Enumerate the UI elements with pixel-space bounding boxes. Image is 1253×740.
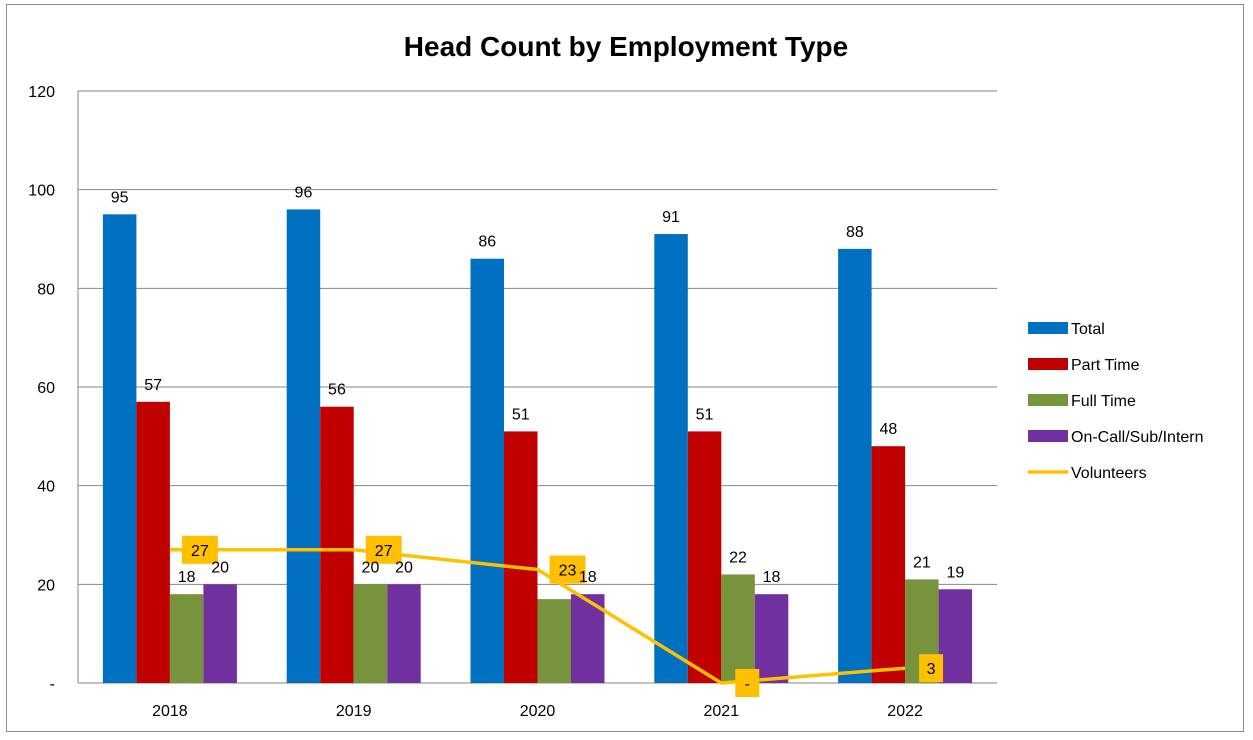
bar-full-time bbox=[169, 594, 204, 683]
bar-total bbox=[838, 248, 872, 683]
volunteers-data-label: 3 bbox=[927, 661, 936, 678]
bar-data-label: 51 bbox=[512, 406, 530, 423]
legend: Total Part Time Full Time On-Call/Sub/Inter… bbox=[1028, 321, 1204, 482]
x-tick-label: 2020 bbox=[520, 703, 556, 720]
legend-label: Total bbox=[1071, 321, 1105, 338]
bar-data-label: 18 bbox=[763, 569, 781, 586]
volunteers-label-box bbox=[919, 654, 944, 683]
bar-data-label: 20 bbox=[362, 559, 380, 576]
bar-data-label: 22 bbox=[729, 549, 747, 566]
data-labels: 95 96 86 91 88 57 56 51 51 48 18 20 22 21 20 20 18 18 19 bbox=[111, 184, 965, 586]
legend-swatch bbox=[1028, 358, 1068, 370]
bar-data-label: 88 bbox=[846, 224, 864, 241]
legend-label: Full Time bbox=[1071, 393, 1136, 410]
bar-total bbox=[470, 258, 504, 683]
bar-data-label: 96 bbox=[295, 184, 313, 201]
volunteers-line: 27 27 23 - 3 bbox=[169, 535, 944, 697]
bar-data-label: 56 bbox=[328, 382, 346, 399]
bar-data-label: 20 bbox=[211, 559, 229, 576]
bar-data-label: 18 bbox=[178, 569, 196, 586]
x-tick-label: 2021 bbox=[704, 703, 740, 720]
bar-data-label: 21 bbox=[913, 554, 931, 571]
bar-part-time bbox=[687, 431, 722, 683]
y-tick-label: 80 bbox=[37, 281, 55, 298]
y-axis-ticks: - 20 40 60 80 100 120 bbox=[28, 84, 55, 693]
bar-part-time bbox=[504, 431, 538, 683]
volunteers-data-label: - bbox=[745, 676, 750, 693]
bar-data-label: 18 bbox=[579, 569, 597, 586]
volunteers-label-box bbox=[735, 669, 760, 697]
bar-full-time bbox=[537, 599, 571, 683]
y-tick-label: 20 bbox=[37, 577, 55, 594]
volunteers-data-label: 23 bbox=[559, 563, 577, 580]
bar-total bbox=[286, 209, 321, 683]
bar-data-label: 86 bbox=[478, 234, 496, 251]
y-tick-label: 40 bbox=[37, 479, 55, 496]
bar-data-label: 19 bbox=[946, 564, 964, 581]
bar-on-call-sub-intern bbox=[203, 584, 237, 683]
legend-swatch bbox=[1028, 394, 1068, 406]
legend-label: Volunteers bbox=[1071, 465, 1147, 482]
bar-data-label: 48 bbox=[879, 421, 897, 438]
bar-part-time bbox=[871, 446, 906, 683]
bar-total bbox=[654, 234, 688, 684]
bar-total bbox=[102, 214, 137, 684]
x-tick-label: 2022 bbox=[887, 703, 923, 720]
bar-part-time bbox=[320, 406, 354, 683]
legend-label: On-Call/Sub/Intern bbox=[1071, 429, 1204, 446]
bar-full-time bbox=[721, 574, 755, 683]
bar-full-time bbox=[353, 584, 388, 683]
bar-data-label: 51 bbox=[696, 406, 714, 423]
chart-title: Head Count by Employment Type bbox=[404, 31, 848, 62]
y-tick-label: 100 bbox=[28, 183, 55, 200]
bar-data-label: 20 bbox=[395, 559, 413, 576]
bar-data-label: 91 bbox=[662, 209, 680, 226]
bar-on-call-sub-intern bbox=[938, 589, 973, 683]
legend-swatch bbox=[1028, 322, 1068, 334]
legend-swatch bbox=[1028, 430, 1068, 442]
x-tick-label: 2018 bbox=[152, 703, 188, 720]
bars bbox=[102, 209, 973, 684]
x-axis-ticks: 2018 2019 2020 2021 2022 bbox=[152, 703, 923, 720]
volunteers-label-box bbox=[365, 535, 402, 564]
y-tick-label: - bbox=[50, 676, 55, 693]
bar-data-label: 95 bbox=[111, 189, 129, 206]
bar-on-call-sub-intern bbox=[387, 584, 421, 683]
y-tick-label: 60 bbox=[37, 380, 55, 397]
volunteers-label-box bbox=[181, 535, 218, 564]
volunteers-data-label: 27 bbox=[375, 543, 393, 560]
legend-label: Part Time bbox=[1071, 357, 1140, 374]
bar-data-label: 57 bbox=[144, 377, 162, 394]
volunteers-line-path bbox=[169, 548, 906, 685]
volunteers-label-box bbox=[549, 555, 586, 584]
bar-part-time bbox=[136, 401, 170, 683]
bar-on-call-sub-intern bbox=[754, 594, 789, 683]
y-tick-label: 120 bbox=[28, 84, 55, 101]
x-tick-label: 2019 bbox=[336, 703, 372, 720]
volunteers-data-label: 27 bbox=[191, 543, 209, 560]
